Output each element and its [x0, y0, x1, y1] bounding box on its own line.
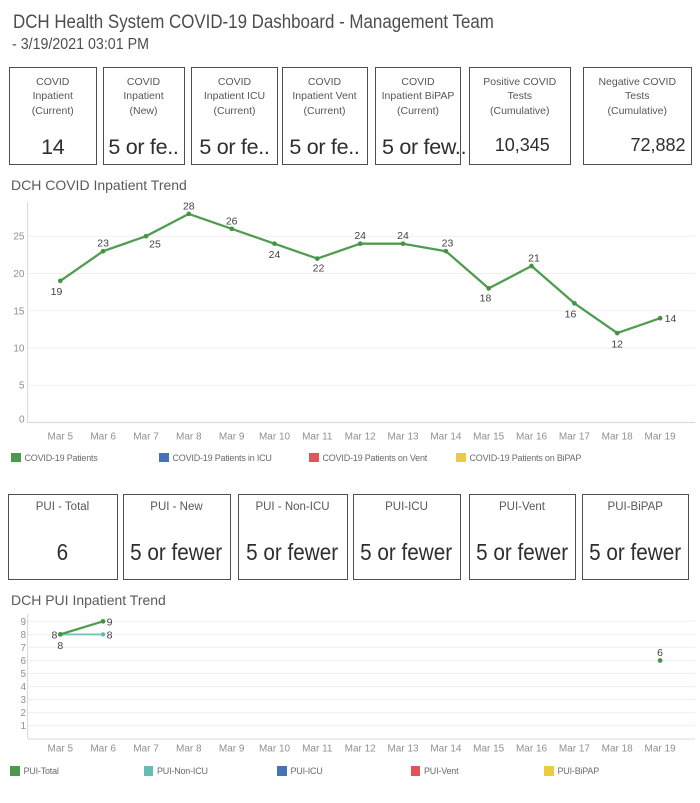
- svg-text:7: 7: [20, 643, 26, 654]
- svg-text:Mar 14: Mar 14: [430, 744, 462, 755]
- svg-text:Mar 9: Mar 9: [219, 432, 245, 443]
- svg-text:Mar 5: Mar 5: [48, 432, 74, 443]
- svg-text:Mar 14: Mar 14: [430, 432, 462, 443]
- svg-text:5: 5: [19, 381, 25, 392]
- svg-text:0: 0: [19, 414, 25, 425]
- svg-text:Mar 6: Mar 6: [90, 744, 116, 755]
- svg-text:24: 24: [354, 230, 366, 242]
- svg-text:19: 19: [51, 286, 63, 298]
- svg-text:2: 2: [20, 708, 26, 719]
- svg-text:Mar 15: Mar 15: [473, 744, 505, 755]
- svg-text:12: 12: [611, 338, 623, 350]
- svg-text:26: 26: [226, 215, 238, 227]
- svg-text:Mar 8: Mar 8: [176, 744, 202, 755]
- svg-text:18: 18: [480, 293, 492, 305]
- svg-text:Mar 7: Mar 7: [133, 432, 159, 443]
- svg-text:15: 15: [13, 306, 25, 317]
- svg-text:Mar 16: Mar 16: [516, 744, 548, 755]
- svg-text:Mar 19: Mar 19: [645, 744, 677, 755]
- svg-text:28: 28: [183, 200, 195, 212]
- svg-text:Mar 6: Mar 6: [90, 432, 116, 443]
- svg-text:Mar 16: Mar 16: [516, 432, 548, 443]
- svg-text:Mar 8: Mar 8: [176, 432, 202, 443]
- svg-text:Mar 10: Mar 10: [259, 744, 291, 755]
- svg-text:Mar 18: Mar 18: [602, 432, 634, 443]
- svg-text:8: 8: [51, 629, 57, 641]
- svg-text:Mar 13: Mar 13: [387, 432, 419, 443]
- svg-text:Mar 11: Mar 11: [302, 744, 333, 755]
- svg-text:9: 9: [107, 616, 113, 628]
- svg-text:6: 6: [20, 656, 26, 667]
- svg-text:Mar 12: Mar 12: [345, 432, 377, 443]
- svg-text:4: 4: [20, 682, 26, 693]
- svg-text:Mar 17: Mar 17: [559, 744, 591, 755]
- svg-text:Mar 17: Mar 17: [559, 432, 591, 443]
- svg-text:Mar 10: Mar 10: [259, 432, 291, 443]
- svg-text:Mar 7: Mar 7: [133, 744, 159, 755]
- svg-text:9: 9: [20, 617, 26, 628]
- svg-text:22: 22: [313, 263, 325, 275]
- svg-text:14: 14: [665, 313, 677, 325]
- svg-text:5: 5: [20, 669, 26, 680]
- svg-text:Mar 11: Mar 11: [302, 432, 333, 443]
- svg-text:24: 24: [269, 249, 281, 261]
- svg-text:23: 23: [442, 238, 454, 250]
- svg-text:20: 20: [13, 269, 25, 280]
- svg-text:25: 25: [13, 232, 25, 243]
- svg-text:23: 23: [97, 238, 109, 250]
- svg-text:Mar 19: Mar 19: [645, 432, 677, 443]
- svg-text:Mar 9: Mar 9: [219, 744, 245, 755]
- svg-text:Mar 18: Mar 18: [602, 744, 634, 755]
- svg-text:3: 3: [20, 695, 26, 706]
- svg-text:6: 6: [657, 647, 663, 659]
- svg-text:8: 8: [57, 640, 63, 652]
- svg-text:Mar 5: Mar 5: [48, 744, 74, 755]
- svg-text:25: 25: [149, 239, 161, 251]
- svg-text:Mar 13: Mar 13: [387, 744, 419, 755]
- svg-text:Mar 15: Mar 15: [473, 432, 505, 443]
- svg-text:1: 1: [20, 721, 26, 732]
- svg-text:8: 8: [20, 630, 26, 641]
- svg-text:8: 8: [107, 629, 113, 641]
- svg-text:Mar 12: Mar 12: [345, 744, 377, 755]
- svg-text:10: 10: [13, 344, 25, 355]
- svg-text:21: 21: [528, 253, 540, 265]
- svg-text:24: 24: [397, 230, 409, 242]
- svg-text:16: 16: [565, 309, 577, 321]
